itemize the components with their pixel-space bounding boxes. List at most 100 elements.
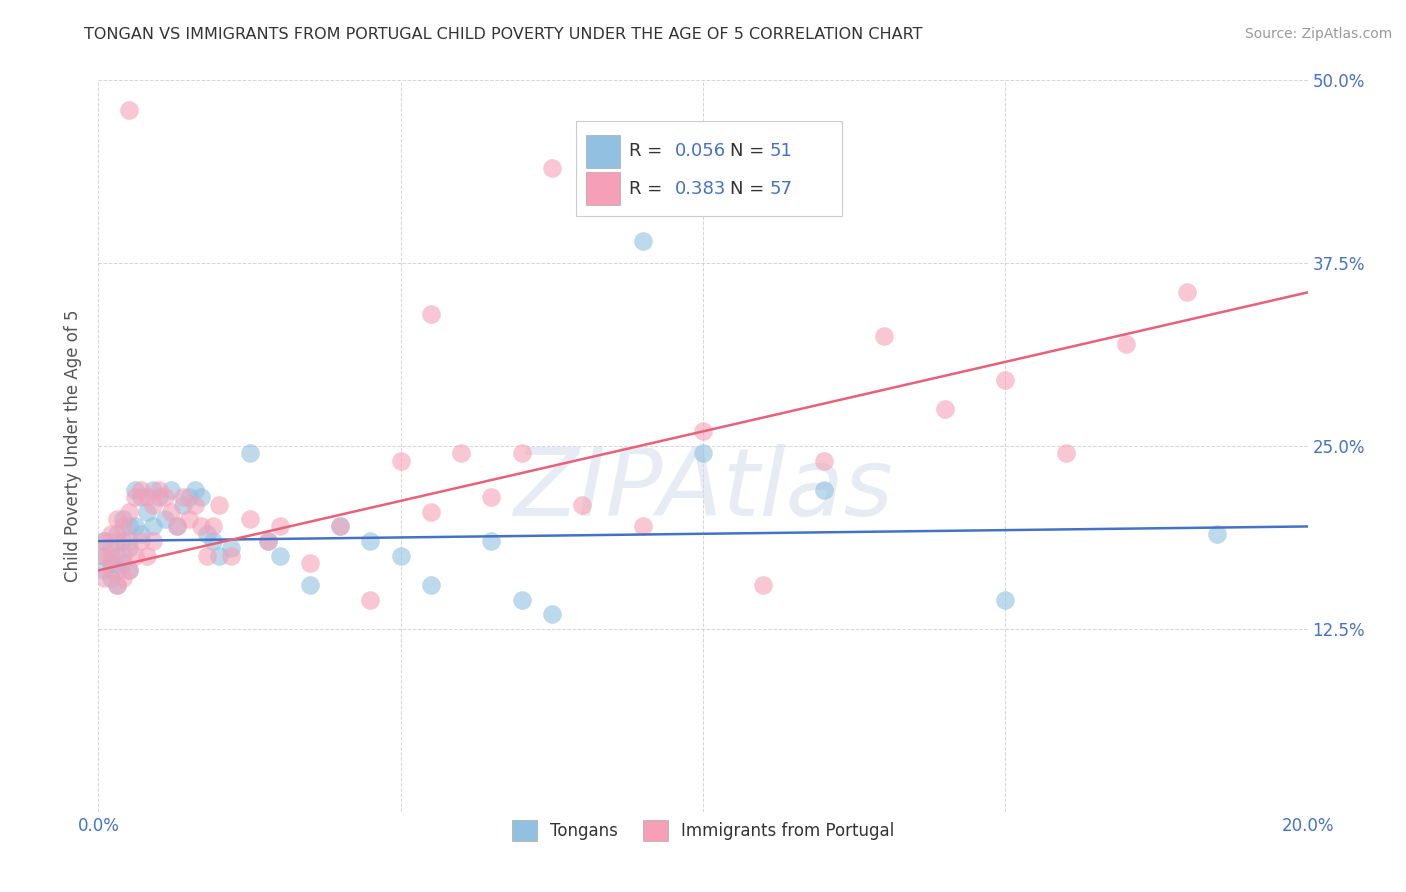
FancyBboxPatch shape <box>586 171 620 204</box>
Point <box>329 519 352 533</box>
Point <box>239 446 262 460</box>
Point <box>129 483 152 497</box>
Point <box>129 526 152 541</box>
Point <box>105 549 128 563</box>
Point <box>329 519 352 533</box>
Point <box>93 571 115 585</box>
Text: R =: R = <box>630 142 668 161</box>
Point <box>481 534 503 549</box>
Point <box>195 526 218 541</box>
Text: R =: R = <box>630 179 668 197</box>
Point <box>129 534 152 549</box>
Point <box>602 176 624 190</box>
Point <box>934 402 956 417</box>
Point <box>118 519 141 533</box>
Point <box>118 534 141 549</box>
Point <box>239 512 262 526</box>
Point <box>142 519 165 533</box>
Point <box>221 549 243 563</box>
Point <box>105 512 128 526</box>
Point <box>1175 285 1198 300</box>
Point <box>450 446 472 460</box>
Point <box>124 490 146 504</box>
Point <box>190 490 212 504</box>
Point <box>100 541 122 556</box>
Point <box>93 534 115 549</box>
Point <box>129 490 152 504</box>
Point <box>420 307 443 321</box>
Point <box>148 490 170 504</box>
Point <box>420 505 443 519</box>
Point <box>510 446 533 460</box>
Legend: Tongans, Immigrants from Portugal: Tongans, Immigrants from Portugal <box>505 814 901 847</box>
Point <box>118 541 141 556</box>
Point <box>100 563 122 577</box>
Point <box>571 498 593 512</box>
Point <box>692 425 714 439</box>
Text: 0.383: 0.383 <box>675 179 727 197</box>
Point <box>299 556 322 570</box>
Point <box>221 541 243 556</box>
Text: Source: ZipAtlas.com: Source: ZipAtlas.com <box>1244 27 1392 41</box>
Text: ZIPAtlas: ZIPAtlas <box>513 444 893 535</box>
Point <box>105 578 128 592</box>
Point <box>153 512 176 526</box>
Point <box>111 512 134 526</box>
Point <box>118 103 141 117</box>
Point <box>111 549 134 563</box>
Point <box>172 490 194 504</box>
Point <box>118 505 141 519</box>
Point <box>93 549 115 563</box>
Point <box>1054 446 1077 460</box>
Point <box>269 549 291 563</box>
Text: 57: 57 <box>769 179 793 197</box>
Point <box>360 592 382 607</box>
Point <box>420 578 443 592</box>
Point <box>179 512 201 526</box>
Point <box>540 607 562 622</box>
Point <box>93 549 115 563</box>
Point <box>540 161 562 175</box>
Point <box>124 549 146 563</box>
Point <box>389 549 412 563</box>
Point <box>510 592 533 607</box>
Point <box>184 498 207 512</box>
Point <box>873 329 896 343</box>
Point <box>100 526 122 541</box>
Text: TONGAN VS IMMIGRANTS FROM PORTUGAL CHILD POVERTY UNDER THE AGE OF 5 CORRELATION : TONGAN VS IMMIGRANTS FROM PORTUGAL CHILD… <box>84 27 922 42</box>
Point <box>105 526 128 541</box>
Point <box>481 490 503 504</box>
Point <box>93 534 115 549</box>
Point <box>135 505 157 519</box>
Point <box>994 373 1017 387</box>
Point <box>166 519 188 533</box>
FancyBboxPatch shape <box>586 136 620 168</box>
Point <box>813 453 835 467</box>
Point <box>111 571 134 585</box>
Point <box>135 490 157 504</box>
Point <box>202 519 225 533</box>
Point <box>692 446 714 460</box>
FancyBboxPatch shape <box>576 120 842 216</box>
Point <box>153 490 176 504</box>
Point <box>202 534 225 549</box>
Point <box>93 563 115 577</box>
Point <box>179 490 201 504</box>
Point <box>360 534 382 549</box>
Point <box>135 549 157 563</box>
Point <box>100 571 122 585</box>
Point <box>631 234 654 248</box>
Text: 0.056: 0.056 <box>675 142 727 161</box>
Point <box>105 563 128 577</box>
Point <box>208 498 231 512</box>
Point <box>184 483 207 497</box>
Point <box>118 563 141 577</box>
Point <box>160 483 183 497</box>
Point <box>299 578 322 592</box>
Point <box>105 534 128 549</box>
Point <box>124 483 146 497</box>
Point <box>142 483 165 497</box>
Point <box>172 498 194 512</box>
Y-axis label: Child Poverty Under the Age of 5: Child Poverty Under the Age of 5 <box>63 310 82 582</box>
Point <box>142 498 165 512</box>
